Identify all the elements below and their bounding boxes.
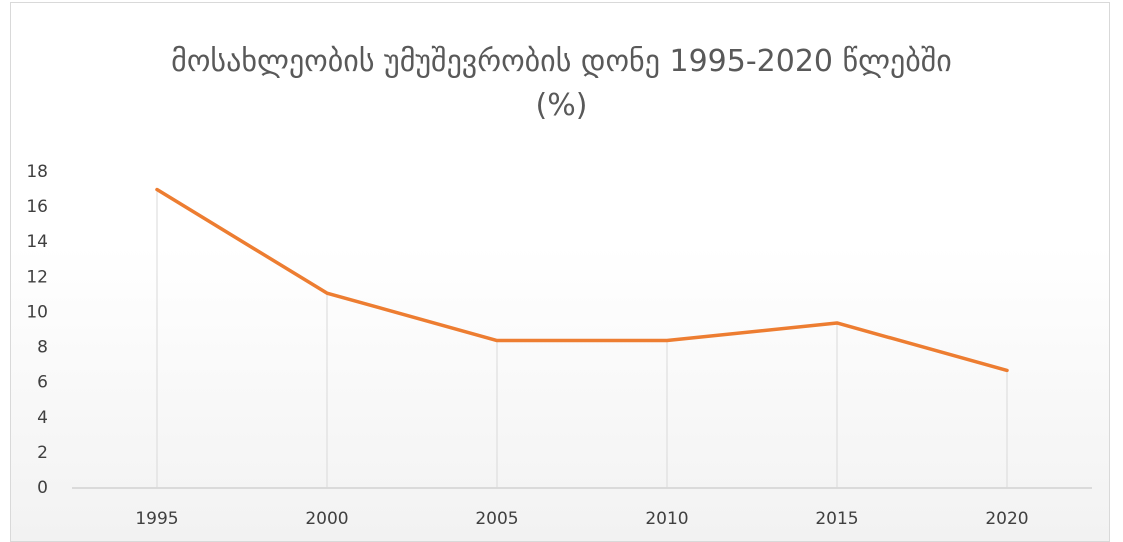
y-tick-label: 0: [37, 478, 48, 498]
x-tick-label: 1995: [135, 509, 178, 529]
chart-title: მოსახლეობის უმუშევრობის დონე 1995-2020 წ…: [171, 44, 952, 123]
data-line: [155, 187, 1009, 373]
y-tick-label: 10: [26, 302, 48, 322]
y-tick-label: 12: [26, 267, 48, 287]
x-tick-label: 2000: [305, 509, 348, 529]
x-tick-label: 2015: [815, 509, 858, 529]
y-tick-label: 18: [26, 162, 48, 182]
x-tick-label: 2010: [645, 509, 688, 529]
x-tick-label: 2020: [985, 509, 1028, 529]
chart-container: მოსახლეობის უმუშევრობის დონე 1995-2020 წ…: [10, 2, 1110, 542]
chart: 0 2 4 6 8 10 12 14 16 18 1995 2000 2005 2010 2015 2020: [26, 162, 1092, 529]
y-tick-label: 16: [26, 197, 48, 217]
y-tick-label: 2: [37, 443, 48, 463]
y-tick-label: 8: [37, 338, 48, 358]
x-tick-label: 2005: [475, 509, 518, 529]
chart-frame: [10, 2, 1110, 542]
y-tick-label: 6: [37, 373, 48, 393]
y-tick-label: 4: [37, 408, 48, 428]
y-tick-label: 14: [26, 232, 48, 252]
